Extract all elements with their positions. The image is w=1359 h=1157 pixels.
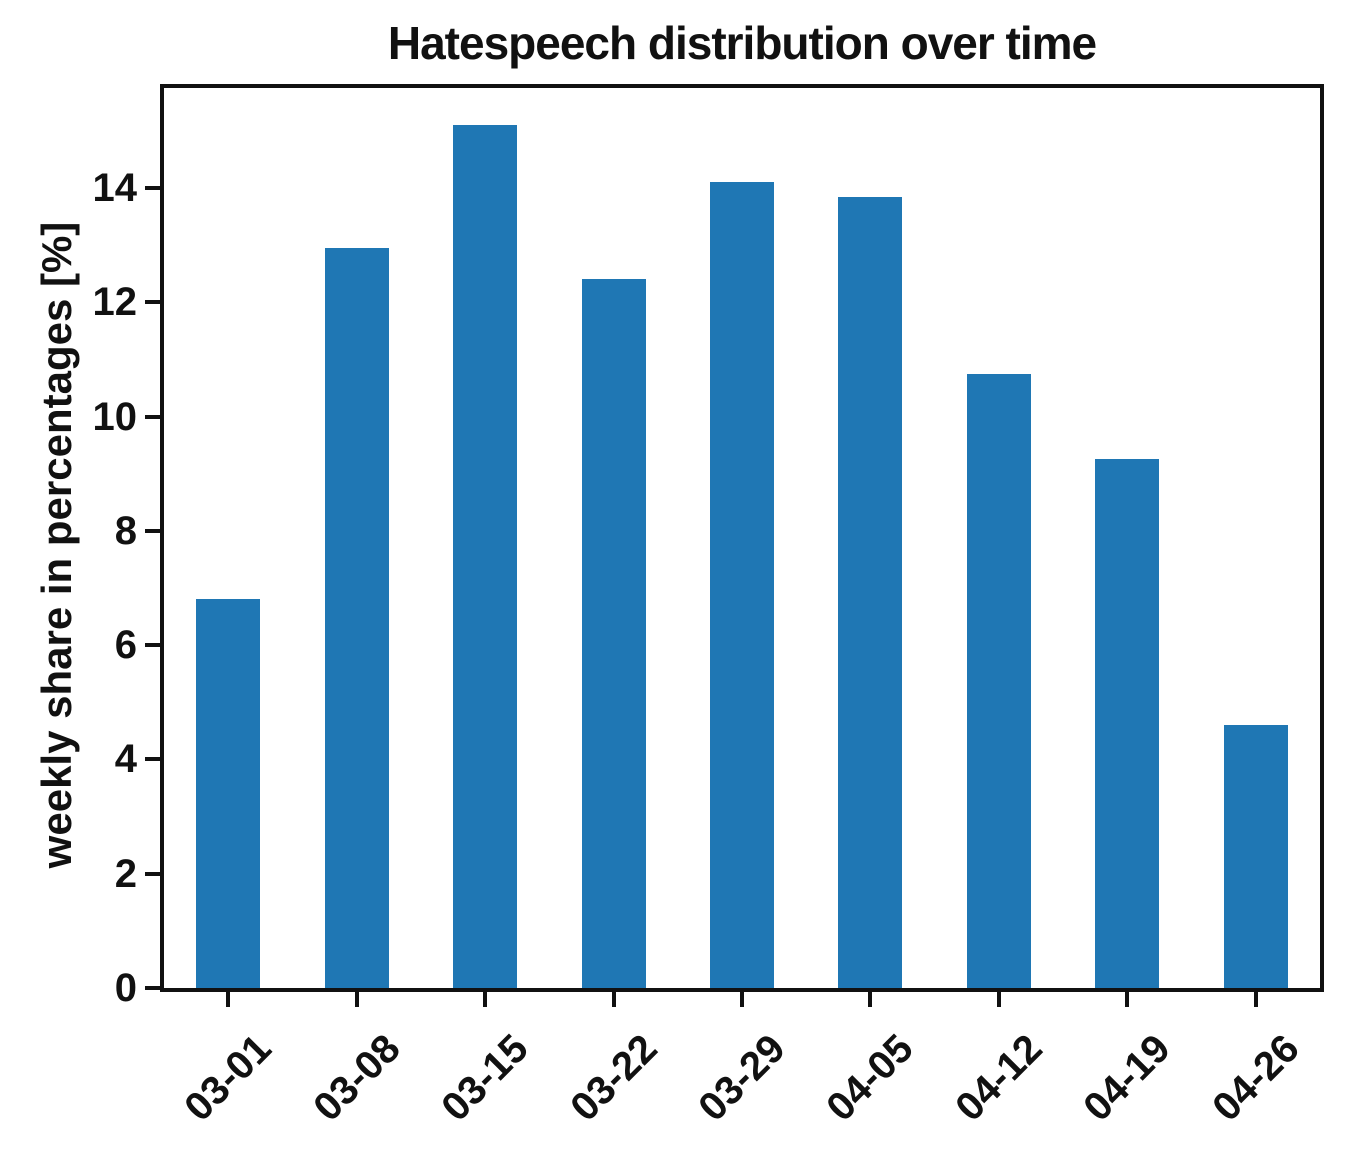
bar-03-22	[581, 279, 646, 988]
bar-03-01	[196, 599, 261, 988]
y-tick	[145, 300, 160, 305]
x-tick-label: 03-15	[433, 1026, 537, 1130]
y-tick-label: 6	[114, 623, 137, 668]
x-tick	[996, 992, 1001, 1007]
x-tick-label: 04-26	[1204, 1026, 1308, 1130]
y-tick	[145, 414, 160, 419]
x-tick-label: 04-19	[1075, 1026, 1180, 1130]
bar-04-05	[838, 196, 903, 988]
x-tick	[483, 992, 488, 1007]
x-tick-label: 03-08	[304, 1026, 409, 1130]
y-tick-label: 12	[92, 280, 138, 325]
y-tick	[145, 757, 160, 762]
x-tick	[354, 992, 359, 1007]
x-tick-label: 03-29	[690, 1026, 794, 1130]
plot-area	[160, 84, 1324, 992]
x-tick	[611, 992, 616, 1007]
y-tick-label: 8	[114, 508, 137, 553]
y-tick	[145, 871, 160, 876]
x-tick	[868, 992, 873, 1007]
x-tick	[740, 992, 744, 1007]
y-tick-label: 14	[92, 166, 138, 210]
x-tick-label: 03-01	[176, 1026, 280, 1130]
y-tick-label: 10	[92, 394, 138, 439]
x-tick	[1253, 992, 1258, 1007]
bar-03-29	[710, 182, 774, 988]
bar-04-12	[966, 373, 1031, 988]
bar-04-26	[1223, 725, 1288, 988]
bar-04-19	[1095, 459, 1160, 988]
bar-03-15	[453, 125, 518, 988]
x-tick-label: 04-05	[818, 1026, 923, 1130]
y-tick	[145, 186, 160, 190]
y-tick-label: 4	[114, 737, 137, 782]
bar-03-08	[324, 248, 389, 988]
y-tick-label: 0	[114, 966, 137, 1010]
x-tick-label: 03-22	[561, 1026, 666, 1130]
chart-title: Hatespeech distribution over time	[387, 17, 1097, 69]
x-tick	[226, 992, 231, 1007]
y-tick	[145, 528, 160, 533]
y-tick	[145, 643, 160, 648]
x-tick-label: 04-12	[947, 1026, 1051, 1130]
x-tick	[1125, 992, 1130, 1007]
y-tick-label: 2	[114, 851, 137, 896]
y-tick	[145, 986, 160, 990]
